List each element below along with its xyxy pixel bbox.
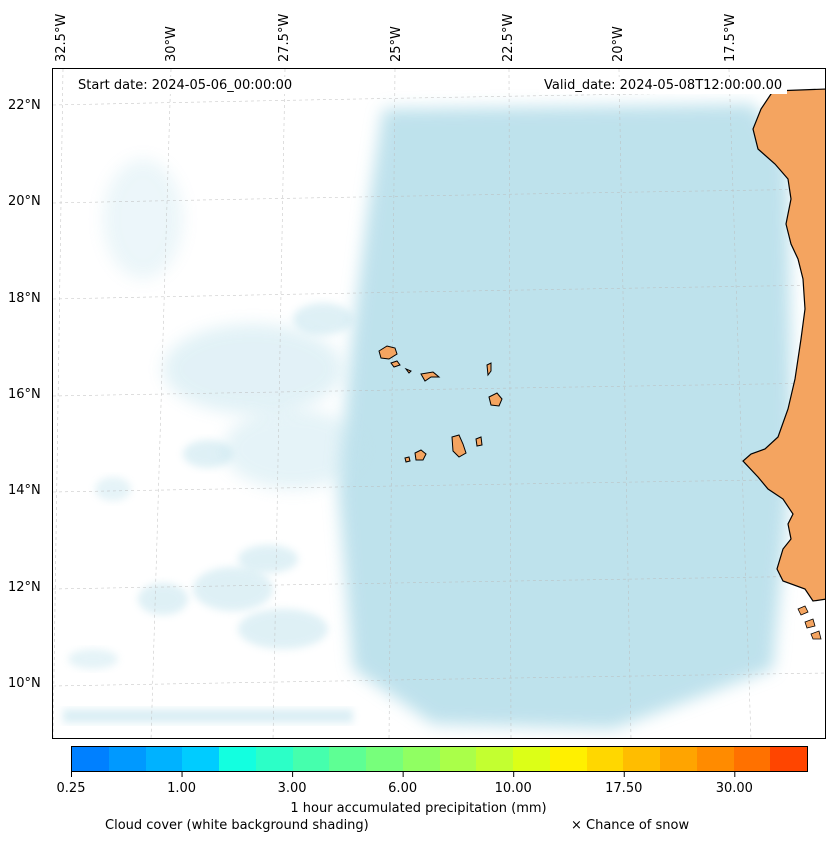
cloud-cover-note: Cloud cover (white background shading) <box>105 818 369 833</box>
island-sao-nicolau <box>420 371 441 382</box>
latitude-label: 18°N <box>8 291 41 306</box>
longitude-label: 27.5°W <box>277 13 292 62</box>
map-panel[interactable] <box>52 68 826 739</box>
island-sao-vicente <box>390 360 401 368</box>
cloud-patch <box>238 609 328 649</box>
island-maio <box>475 436 483 447</box>
colorbar-tick-label: 6.00 <box>388 781 418 796</box>
island-santiago <box>451 434 467 458</box>
colorbar-segment <box>255 747 293 771</box>
colorbar-segment <box>145 747 183 771</box>
island-brava <box>404 456 411 463</box>
cloud-patch <box>103 159 183 279</box>
latitude-label: 14°N <box>8 483 41 498</box>
colorbar-segment <box>513 747 550 771</box>
latitude-label: 20°N <box>8 194 41 209</box>
colorbar-tick-label: 0.25 <box>56 781 86 796</box>
longitude-label: 22.5°W <box>501 13 516 62</box>
cloud-patch <box>163 324 343 414</box>
island-santo-antao <box>378 345 398 360</box>
cloud-patch <box>293 303 353 335</box>
colorbar-segment <box>770 747 807 771</box>
cloud-patch <box>68 649 118 669</box>
colorbar-segment <box>72 747 109 771</box>
colorbar-ticks <box>71 772 736 777</box>
island-fogo <box>414 449 427 461</box>
colorbar-tick-label: 3.00 <box>277 781 307 796</box>
latitude-label: 10°N <box>8 676 41 691</box>
longitude-label: 25°W <box>389 26 404 62</box>
colorbar-segment <box>439 747 477 771</box>
cape-verde-islands <box>378 345 503 463</box>
island-boa-vista <box>488 392 503 407</box>
start-date-label: Start date: 2024-05-06_00:00:00 <box>73 77 298 94</box>
precipitation-colorbar <box>71 746 808 772</box>
map-svg <box>53 69 825 738</box>
colorbar-segment <box>329 747 366 771</box>
latitude-label: 12°N <box>8 580 41 595</box>
colorbar-tick-label: 10.00 <box>494 781 532 796</box>
colorbar-segment <box>476 747 513 771</box>
cloud-patch <box>238 545 298 573</box>
cloud-cover-layer <box>63 104 793 729</box>
longitude-label: 20°W <box>611 26 626 62</box>
cloud-band-south <box>63 709 353 723</box>
colorbar-title: 1 hour accumulated precipitation (mm) <box>290 801 547 816</box>
colorbar-tick-label: 17.50 <box>605 781 643 796</box>
island-santa-luzia <box>404 367 412 374</box>
longitude-label: 17.5°W <box>723 13 738 62</box>
bijagos-islands <box>797 605 822 640</box>
cloud-patch <box>138 583 188 615</box>
colorbar-segment <box>366 747 403 771</box>
island-sal <box>486 362 492 377</box>
graticule-grid <box>53 69 825 738</box>
cloud-patch <box>193 567 273 611</box>
colorbar-segment <box>402 747 440 771</box>
colorbar-tick-label: 30.00 <box>715 781 753 796</box>
latitude-label: 22°N <box>8 98 41 113</box>
colorbar-segment <box>660 747 697 771</box>
cloud-patch <box>183 440 233 468</box>
colorbar-segment <box>549 747 587 771</box>
colorbar-segment <box>586 747 624 771</box>
snow-chance-note: × Chance of snow <box>571 818 690 833</box>
cloud-patch <box>223 409 363 489</box>
west-africa-coast <box>742 88 825 602</box>
longitude-label: 30°W <box>164 26 179 62</box>
latitude-label: 16°N <box>8 387 41 402</box>
colorbar-tick-label: 1.00 <box>167 781 197 796</box>
colorbar-segment <box>623 747 660 771</box>
cloud-patch <box>95 477 131 501</box>
cloud-mass-east <box>338 104 793 729</box>
colorbar-segment <box>182 747 219 771</box>
colorbar-segment <box>219 747 256 771</box>
colorbar-segment <box>733 747 771 771</box>
colorbar-segment <box>292 747 330 771</box>
valid-date-label: Valid_date: 2024-05-08T12:00:00.00 <box>539 77 788 94</box>
colorbar-segment <box>108 747 146 771</box>
colorbar-segment <box>696 747 734 771</box>
longitude-label: 32.5°W <box>54 13 69 62</box>
